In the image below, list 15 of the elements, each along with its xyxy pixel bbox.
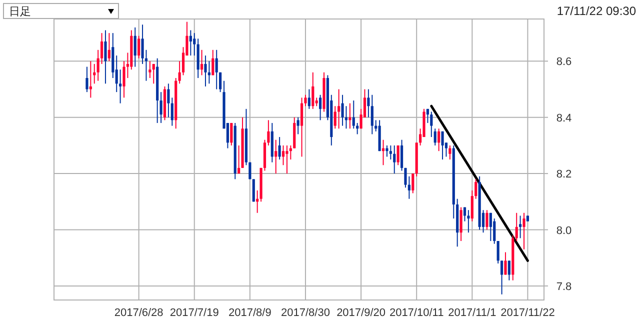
x-tick-label: 2017/10/11	[389, 307, 444, 319]
y-tick-label: 7.8	[556, 280, 572, 293]
x-tick-label: 2017/8/9	[228, 307, 272, 319]
x-tick-label: 2017/11/1	[448, 307, 496, 319]
x-tick-label: 2017/7/19	[170, 307, 219, 319]
x-tick-label: 2017/9/20	[336, 307, 386, 319]
x-tick-label: 2017/6/28	[114, 307, 164, 319]
text: 日足	[9, 6, 31, 18]
y-tick-label: 8.6	[556, 56, 572, 68]
y-tick-label: 8.4	[556, 112, 572, 124]
y-tick-label: 8.0	[556, 224, 572, 237]
text: 17/11/22 09:30	[556, 4, 636, 18]
y-tick-label: 8.2	[556, 168, 572, 181]
x-tick-label: 2017/8/30	[281, 307, 330, 319]
x-tick-label: 2017/11/22	[500, 307, 555, 319]
